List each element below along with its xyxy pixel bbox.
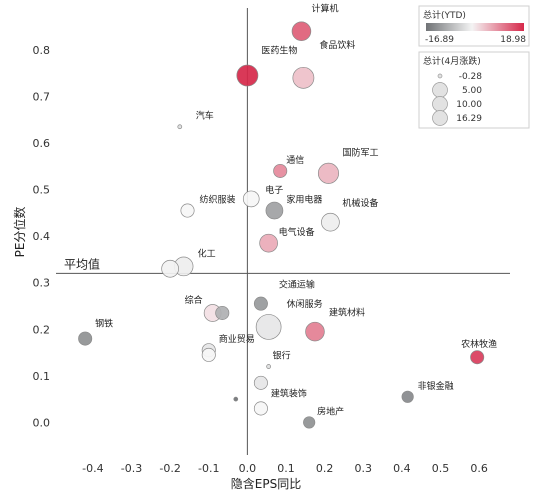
y-tick-label: 0.4 [33,230,51,243]
data-point-label: 建筑材料 [329,307,365,319]
data-point [291,21,312,42]
y-tick-label: 0.5 [33,184,51,197]
y-tick-label: 0.8 [33,44,51,57]
x-tick-label: 0.0 [239,462,257,475]
size-legend-label: -0.28 [459,72,483,82]
data-point [253,375,268,390]
data-point [236,64,259,87]
data-point-label: 汽车 [196,110,214,122]
average-line-label: 平均值 [64,256,100,271]
data-point-label: 银行 [273,350,291,362]
data-point-label: 医药生物 [261,45,297,57]
data-point-label: 综合 [185,294,203,306]
data-point [303,416,316,429]
size-legend-marker [432,96,448,112]
size-legend-marker [432,82,448,98]
x-tick-label: 0.3 [354,462,372,475]
x-axis-title: 隐含EPS同比 [231,476,301,491]
data-point-label: 电子 [265,184,283,196]
data-point [78,331,93,346]
data-point-label: 国防军工 [342,146,378,158]
data-point [273,163,288,178]
data-point [242,190,260,208]
data-point-label: 钢铁 [95,318,113,330]
size-legend-marker [432,110,448,126]
data-point [266,364,271,369]
x-tick-label: -0.4 [82,462,103,475]
x-tick-label: -0.1 [198,462,219,475]
y-tick-label: 0.1 [33,370,51,383]
data-point-label: 交通运输 [279,279,315,291]
x-tick-label: -0.3 [121,462,142,475]
y-tick-label: 0.7 [33,90,51,103]
color-legend-min: -16.89 [425,35,454,45]
data-point [201,347,216,362]
data-point [259,233,278,253]
size-legend-marker [437,73,443,79]
size-legend-label: 10.00 [456,100,482,110]
data-point-label: 通信 [286,154,304,166]
size-legend-title: 总计(4月涨跌) [423,55,481,67]
data-point-label: 非银金融 [418,380,454,392]
data-point-label: 商业贸易 [219,333,255,345]
data-point [321,212,340,232]
data-point-label: 农林牧渔 [461,338,497,350]
data-point [265,201,284,220]
y-axis-title: PE分位数 [12,207,27,258]
data-point-label: 家用电器 [286,194,322,206]
data-point [253,296,268,311]
data-point [253,401,268,416]
data-point-label: 机械设备 [342,197,378,209]
data-point [470,350,485,365]
data-point [180,203,195,218]
x-tick-label: 0.6 [470,462,488,475]
x-tick-label: 0.1 [277,462,295,475]
data-point-label: 食品饮料 [319,39,355,51]
data-point-label: 纺织服装 [200,194,236,206]
data-point [317,162,340,184]
color-legend-gradient [426,23,524,31]
data-point-label: 休闲服务 [287,298,323,310]
data-point [305,321,325,342]
data-point [401,390,414,403]
x-tick-label: 0.4 [393,462,411,475]
data-point-label: 计算机 [311,2,338,14]
x-tick-label: 0.2 [316,462,334,475]
data-point [255,314,282,340]
size-legend-label: 16.29 [456,114,482,124]
data-point [233,396,239,402]
data-point-label: 房地产 [317,405,344,417]
data-point [177,124,183,130]
data-point [161,259,179,278]
y-tick-label: 0.6 [33,137,51,150]
data-point-label: 电气设备 [279,226,315,238]
data-point [215,305,230,320]
size-legend-label: 5.00 [462,86,482,96]
x-tick-label: 0.5 [432,462,450,475]
y-tick-label: 0.2 [33,323,51,336]
data-point [292,66,315,89]
x-tick-label: -0.2 [159,462,180,475]
color-legend-max: 18.98 [500,35,526,45]
data-point-label: 化工 [198,247,216,259]
data-point-label: 建筑装饰 [271,387,307,399]
y-tick-label: 0.0 [33,416,51,429]
color-legend-title: 总计(YTD) [423,9,466,21]
y-tick-label: 0.3 [33,277,51,290]
